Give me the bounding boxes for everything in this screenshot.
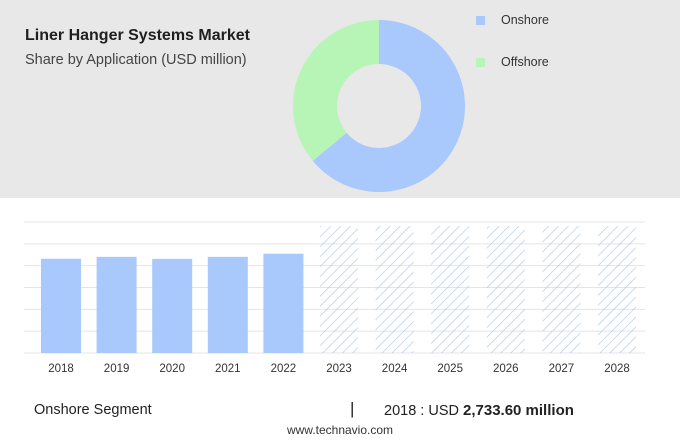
x-tick-label-2020: 2020: [159, 363, 185, 375]
x-tick-label-2021: 2021: [215, 363, 241, 375]
x-tick-label-2022: 2022: [271, 363, 297, 375]
x-tick-label-2023: 2023: [326, 363, 352, 375]
x-tick-label-2028: 2028: [604, 363, 630, 375]
legend-item-offshore: Offshore: [476, 55, 549, 69]
legend-swatch-offshore: [476, 57, 485, 67]
x-tick-label-2027: 2027: [549, 363, 575, 375]
legend-label-onshore: Onshore: [501, 13, 549, 27]
bar-2020: [152, 258, 193, 353]
legend-swatch-onshore: [476, 15, 485, 25]
x-tick-label-2018: 2018: [48, 363, 74, 375]
donut-chart: [293, 20, 465, 192]
forecast-bar-2024: [375, 226, 414, 353]
footer-year-label: 2018 : USD: [384, 403, 459, 419]
legend-item-onshore: Onshore: [476, 13, 549, 27]
chart-subtitle: Share by Application (USD million): [25, 52, 247, 68]
forecast-bar-2025: [431, 226, 470, 353]
x-tick-label-2019: 2019: [104, 363, 130, 375]
donut-slice-onshore: [312, 20, 465, 192]
footer-site: www.technavio.com: [286, 423, 394, 437]
footer-segment-label: Onshore Segment: [34, 402, 152, 418]
bar-2021: [207, 256, 248, 353]
footer-value: 2018 : USD 2,733.60 million: [384, 402, 574, 419]
forecast-bar-2027: [542, 226, 581, 353]
footer-divider: |: [350, 399, 355, 418]
forecast-bar-2028: [598, 226, 636, 353]
x-tick-label-2024: 2024: [382, 363, 408, 375]
x-tick-label-2026: 2026: [493, 363, 519, 375]
donut-slice-offshore: [293, 20, 379, 161]
bar-2018: [41, 258, 81, 353]
footer-amount: 2,733.60 million: [463, 402, 574, 419]
bar-chart: 2018 2019 2020 2021 2022 2023 2024 2025 2026 2027…: [24, 221, 645, 375]
x-tick-label-2025: 2025: [437, 363, 463, 375]
forecast-bar-2023: [320, 226, 358, 353]
legend-label-offshore: Offshore: [501, 55, 549, 69]
bar-2022: [263, 253, 304, 353]
bar-2019: [96, 256, 137, 353]
chart-title: Liner Hanger Systems Market: [25, 27, 250, 44]
forecast-bar-2026: [486, 226, 525, 353]
